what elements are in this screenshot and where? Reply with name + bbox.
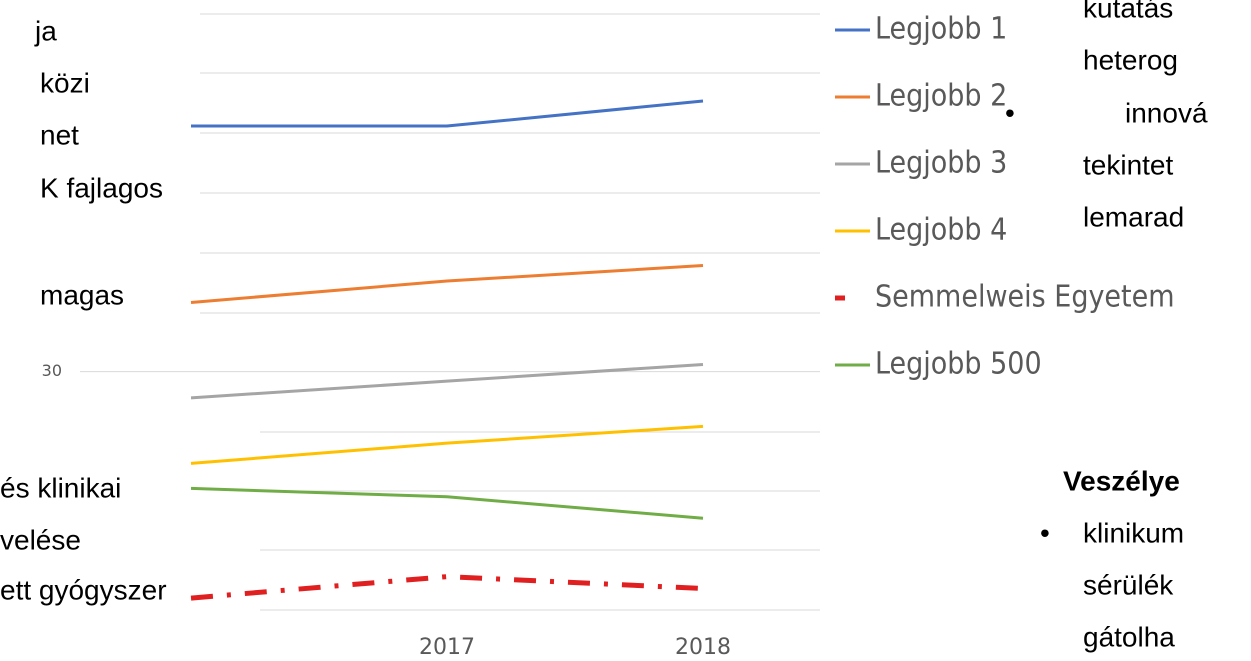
text-line: K fajlagos xyxy=(40,172,163,203)
legend-label: Legjobb 3 xyxy=(875,146,1007,181)
text-line: innová xyxy=(1125,97,1208,128)
series-line xyxy=(190,362,704,400)
legend-label: Semmelweis Egyetem xyxy=(875,280,1175,315)
slide-text: ja közi net K fajlagos magas és klinikai velés… xyxy=(0,0,1208,652)
series-line xyxy=(191,99,704,128)
text-line: ett gyógyszer xyxy=(0,574,167,605)
legend-label: Legjobb 2 xyxy=(875,79,1007,114)
text-line: klinikum xyxy=(1083,517,1184,548)
text-line: heterog xyxy=(1083,44,1178,75)
legend-label: Legjobb 500 xyxy=(875,347,1042,382)
text-line: kutatás xyxy=(1083,0,1173,23)
y-tick-label: 30 xyxy=(42,361,62,380)
text-line: közi xyxy=(40,67,90,98)
heading: Veszélye xyxy=(1063,465,1180,496)
bullet: • xyxy=(1040,517,1050,548)
legend-label: Legjobb 4 xyxy=(875,213,1007,248)
legend-label: Legjobb 1 xyxy=(875,12,1007,47)
grid xyxy=(200,13,820,611)
x-tick-label: 2017 xyxy=(419,635,475,660)
series-line xyxy=(190,574,704,601)
text-line: magas xyxy=(40,279,124,310)
series-line xyxy=(190,424,704,465)
bullet: • xyxy=(1005,97,1015,128)
text-line: tekintet xyxy=(1083,149,1173,180)
text-line: és klinikai xyxy=(0,472,121,503)
text-line: gátolha xyxy=(1083,621,1175,652)
text-line: lemarad xyxy=(1083,201,1184,232)
text-line: ja xyxy=(34,15,57,46)
x-tick-label: 2018 xyxy=(675,635,731,660)
series-line xyxy=(190,264,704,304)
text-line: sérülék xyxy=(1083,569,1174,600)
series-line xyxy=(190,486,704,520)
chart: 30 2017 2018 xyxy=(42,99,820,660)
legend: Legjobb 1 Legjobb 2 Legjobb 3 Legjobb 4 Semm… xyxy=(835,12,1175,382)
text-line: net xyxy=(40,119,79,150)
text-line: velése xyxy=(0,524,81,555)
